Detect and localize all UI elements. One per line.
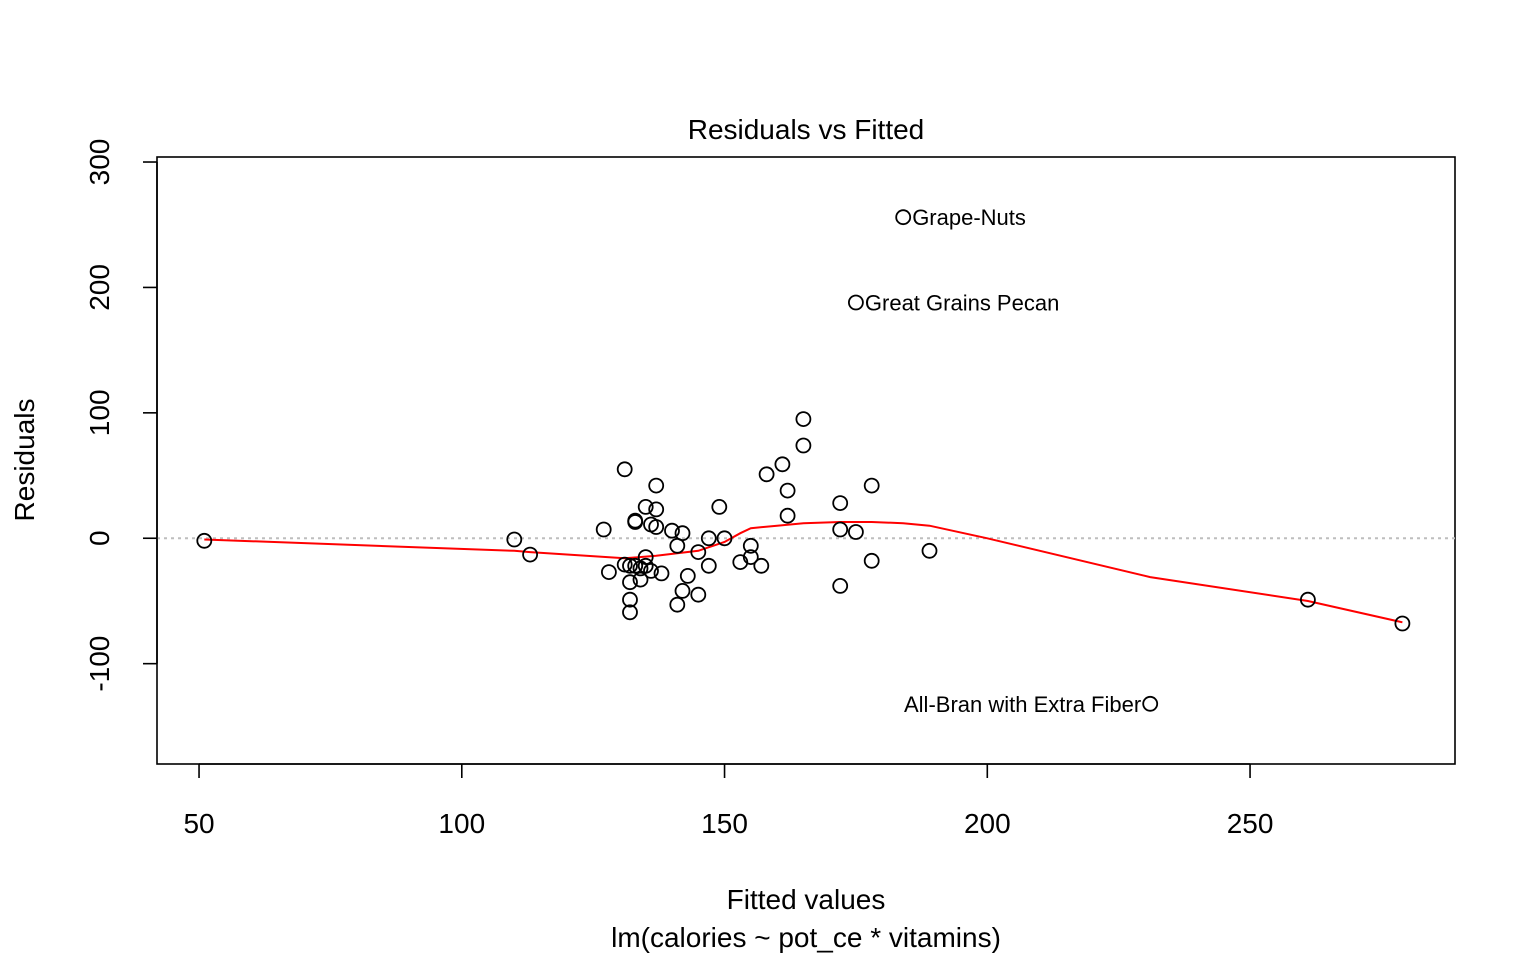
x-tick-label: 250 [1227, 808, 1274, 839]
data-point [742, 537, 759, 554]
data-point [921, 542, 938, 559]
data-point [653, 565, 670, 582]
data-point [648, 519, 665, 535]
data-point [595, 521, 612, 538]
chart-subtitle: lm(calories ~ pot_ce * vitamins) [611, 922, 1001, 953]
data-point [648, 477, 665, 494]
point-label: Great Grains Pecan [865, 291, 1059, 316]
data-point [690, 586, 707, 603]
y-axis-title: Residuals [9, 399, 40, 522]
data-point [522, 546, 538, 563]
point-label: All-Bran with Extra Fiber [904, 692, 1141, 717]
data-point [622, 604, 638, 621]
data-point [758, 466, 775, 483]
y-tick-label: 200 [84, 264, 115, 311]
data-point [848, 294, 864, 311]
data-points [196, 209, 1411, 712]
y-tick-label: 300 [84, 139, 115, 186]
data-point [506, 531, 523, 548]
data-point [795, 411, 812, 428]
data-point [832, 521, 849, 538]
data-point [622, 557, 638, 574]
data-point [622, 574, 638, 591]
x-tick-label: 50 [183, 808, 214, 839]
data-point [700, 557, 717, 574]
data-point [832, 495, 849, 512]
x-tick-label: 150 [701, 808, 748, 839]
data-point [795, 437, 812, 454]
data-point [690, 544, 707, 560]
data-point [863, 477, 880, 494]
x-tick-label: 100 [438, 808, 485, 839]
smooth-line [204, 521, 1403, 624]
y-axis: -100 0 100 200 300 [84, 139, 158, 692]
data-point [669, 596, 686, 613]
data-point [664, 522, 680, 539]
x-tick-label: 200 [964, 808, 1011, 839]
data-point [779, 482, 796, 499]
x-axis-title: Fitted values [727, 884, 886, 915]
x-axis: 50 100 150 200 250 [183, 763, 1274, 839]
data-point [616, 461, 633, 478]
data-point [1142, 695, 1159, 712]
data-point [863, 552, 880, 569]
data-point [716, 530, 733, 547]
data-point [674, 525, 691, 542]
data-point [779, 507, 796, 524]
y-tick-label: -100 [84, 636, 115, 692]
y-tick-label: 100 [84, 389, 115, 436]
data-point [196, 532, 213, 549]
data-point [895, 209, 912, 226]
data-point [637, 498, 654, 515]
data-point [674, 583, 691, 599]
data-point [643, 563, 659, 579]
y-tick-label: 0 [84, 530, 115, 546]
point-labels: Great Grains Pecan Grape-Nuts All-Bran wit… [865, 205, 1141, 717]
data-point [632, 571, 649, 588]
data-point [648, 501, 665, 518]
data-point [622, 591, 638, 608]
data-point [732, 554, 749, 570]
data-point [832, 578, 849, 594]
data-point [637, 557, 654, 574]
data-point [601, 564, 617, 580]
data-point [774, 456, 791, 473]
plot-frame [156, 156, 1456, 765]
data-point [753, 557, 770, 574]
data-point [627, 512, 644, 529]
data-point [637, 549, 654, 565]
data-point [742, 549, 759, 565]
data-point [1300, 591, 1316, 608]
chart-title: Residuals vs Fitted [688, 114, 925, 145]
data-point [679, 568, 696, 584]
data-point [711, 498, 728, 515]
smooth-curve [204, 521, 1403, 624]
data-point [848, 524, 864, 540]
point-label: Grape-Nuts [912, 205, 1026, 230]
data-point [1394, 615, 1411, 632]
data-point [700, 530, 717, 547]
